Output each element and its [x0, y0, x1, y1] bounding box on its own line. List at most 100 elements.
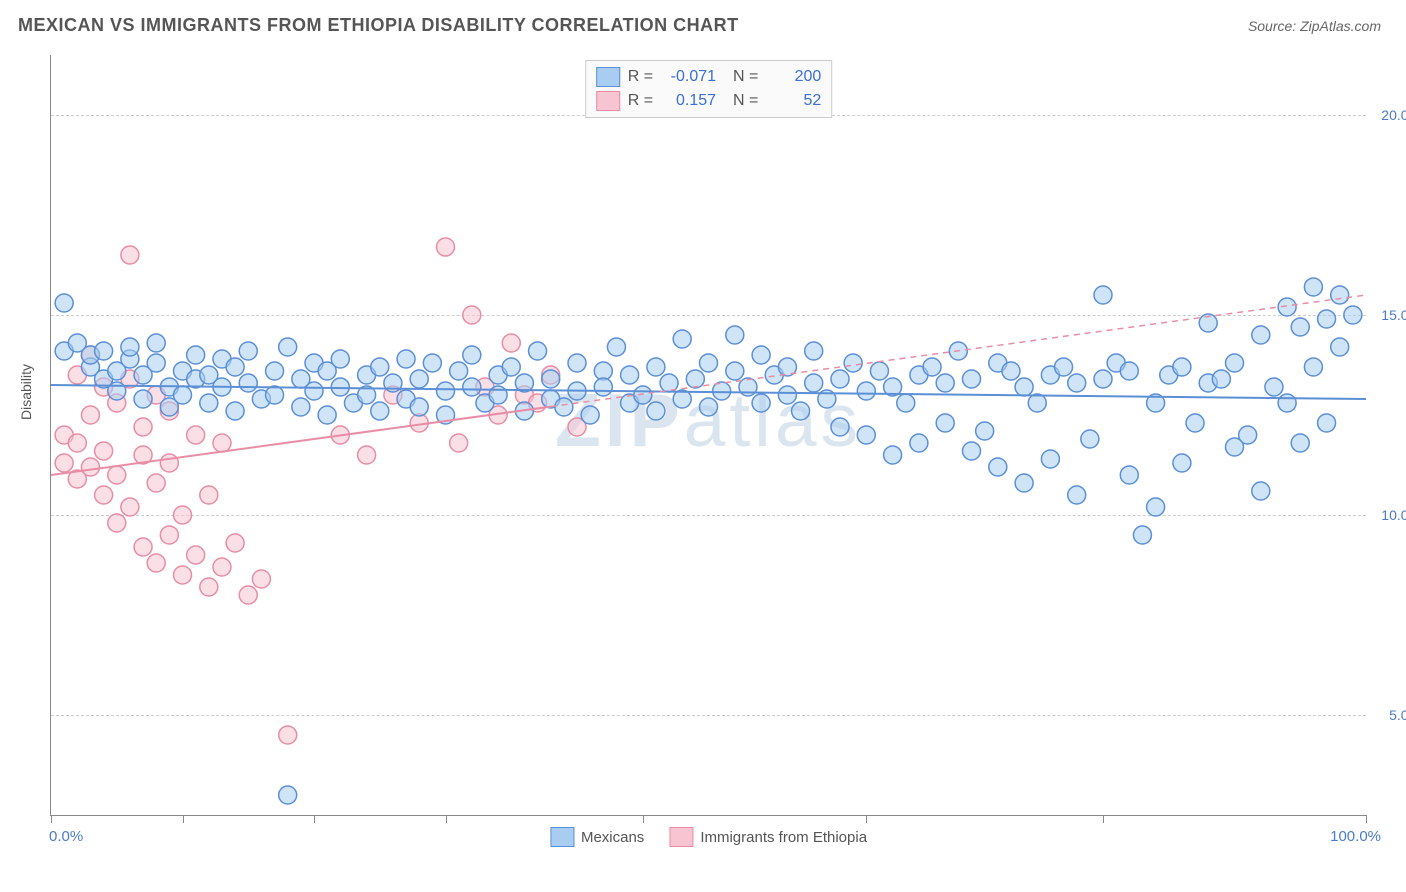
- data-point: [634, 386, 652, 404]
- data-point: [450, 362, 468, 380]
- data-point: [160, 526, 178, 544]
- data-point: [437, 238, 455, 256]
- data-point: [542, 370, 560, 388]
- data-point: [147, 474, 165, 492]
- x-tick: [1366, 815, 1367, 823]
- n-label: N =: [724, 68, 758, 86]
- data-point: [884, 446, 902, 464]
- data-point: [463, 378, 481, 396]
- data-point: [266, 362, 284, 380]
- data-point: [1291, 434, 1309, 452]
- data-point: [778, 386, 796, 404]
- data-point: [963, 442, 981, 460]
- data-point: [55, 454, 73, 472]
- data-point: [1212, 370, 1230, 388]
- legend-swatch-2b: [669, 827, 693, 847]
- x-tick: [314, 815, 315, 823]
- data-point: [1055, 358, 1073, 376]
- data-point: [108, 514, 126, 532]
- data-point: [936, 374, 954, 392]
- data-point: [1226, 354, 1244, 372]
- data-point: [700, 354, 718, 372]
- data-point: [1133, 526, 1151, 544]
- n-label: N =: [724, 92, 758, 110]
- trend-line-dashed: [551, 295, 1366, 407]
- data-point: [792, 402, 810, 420]
- data-point: [463, 306, 481, 324]
- legend-series-names: Mexicans Immigrants from Ethiopia: [550, 827, 867, 847]
- data-point: [187, 426, 205, 444]
- data-point: [187, 546, 205, 564]
- data-point: [831, 370, 849, 388]
- data-point: [1068, 486, 1086, 504]
- legend-swatch-1: [596, 67, 620, 87]
- data-point: [55, 294, 73, 312]
- data-point: [1304, 278, 1322, 296]
- x-axis-end-label: 100.0%: [1330, 828, 1381, 845]
- n-value-1: 200: [766, 68, 821, 86]
- data-point: [292, 398, 310, 416]
- data-point: [95, 486, 113, 504]
- data-point: [423, 354, 441, 372]
- data-point: [252, 570, 270, 588]
- r-value-1: -0.071: [661, 68, 716, 86]
- data-point: [331, 378, 349, 396]
- r-label: R =: [628, 68, 653, 86]
- data-point: [68, 434, 86, 452]
- legend-row-series-2: R = 0.157 N = 52: [596, 89, 822, 113]
- data-point: [174, 566, 192, 584]
- data-point: [371, 358, 389, 376]
- data-point: [134, 538, 152, 556]
- r-label: R =: [628, 92, 653, 110]
- legend-swatch-1b: [550, 827, 574, 847]
- data-point: [200, 486, 218, 504]
- data-point: [1147, 498, 1165, 516]
- r-value-2: 0.157: [661, 92, 716, 110]
- legend-correlation-box: R = -0.071 N = 200 R = 0.157 N = 52: [585, 60, 833, 118]
- chart-plot-area: ZIPatlas R = -0.071 N = 200 R = 0.157 N …: [50, 55, 1366, 816]
- data-point: [371, 402, 389, 420]
- data-point: [647, 358, 665, 376]
- data-point: [857, 382, 875, 400]
- legend-row-series-1: R = -0.071 N = 200: [596, 65, 822, 89]
- source-attribution: Source: ZipAtlas.com: [1248, 18, 1381, 34]
- trend-line: [51, 407, 551, 475]
- data-point: [410, 398, 428, 416]
- data-point: [1331, 338, 1349, 356]
- data-point: [410, 370, 428, 388]
- data-point: [279, 726, 297, 744]
- data-point: [1344, 306, 1362, 324]
- data-point: [397, 350, 415, 368]
- x-tick: [1103, 815, 1104, 823]
- x-tick: [183, 815, 184, 823]
- data-point: [752, 346, 770, 364]
- series-2-name: Immigrants from Ethiopia: [700, 829, 867, 846]
- y-tick-label: 20.0%: [1381, 107, 1406, 123]
- data-point: [686, 370, 704, 388]
- data-point: [1318, 414, 1336, 432]
- data-point: [1252, 482, 1270, 500]
- data-point: [134, 390, 152, 408]
- x-tick: [446, 815, 447, 823]
- data-point: [989, 458, 1007, 476]
- data-point: [463, 346, 481, 364]
- data-point: [805, 342, 823, 360]
- data-point: [213, 558, 231, 576]
- data-point: [147, 334, 165, 352]
- data-point: [450, 434, 468, 452]
- data-point: [95, 342, 113, 360]
- data-point: [647, 402, 665, 420]
- data-point: [1002, 362, 1020, 380]
- chart-title: MEXICAN VS IMMIGRANTS FROM ETHIOPIA DISA…: [18, 15, 739, 36]
- data-point: [936, 414, 954, 432]
- y-tick-label: 15.0%: [1381, 307, 1406, 323]
- data-point: [1186, 414, 1204, 432]
- data-point: [594, 378, 612, 396]
- x-tick: [643, 815, 644, 823]
- n-value-2: 52: [766, 92, 821, 110]
- data-point: [673, 330, 691, 348]
- data-point: [844, 354, 862, 372]
- data-point: [1239, 426, 1257, 444]
- data-point: [331, 350, 349, 368]
- data-point: [200, 578, 218, 596]
